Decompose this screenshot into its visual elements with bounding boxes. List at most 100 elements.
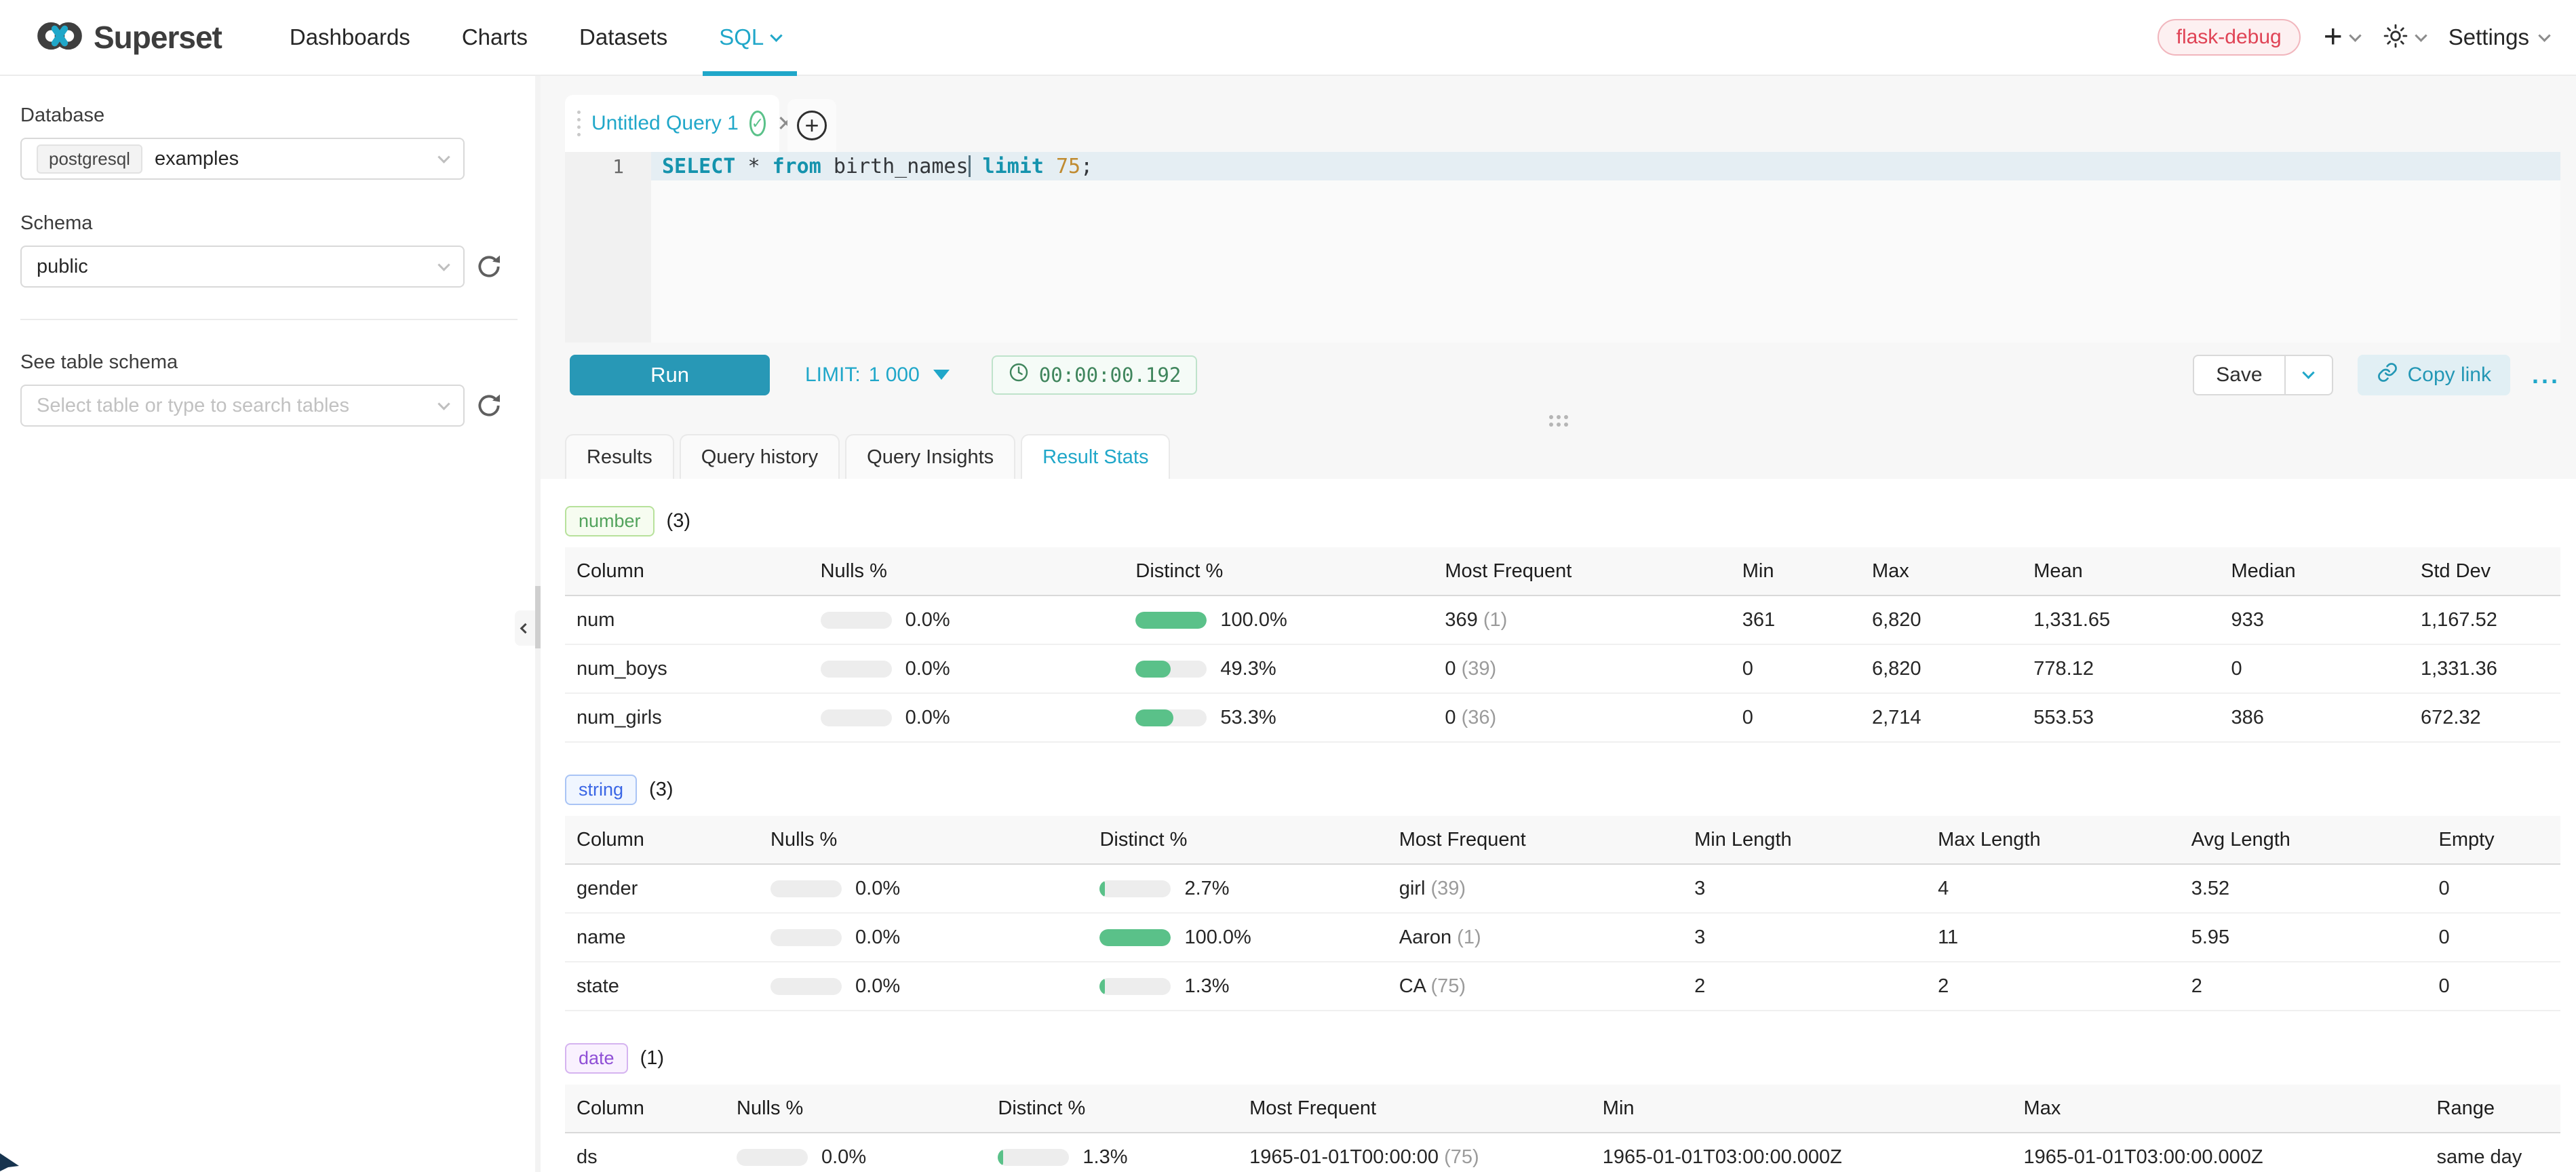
most-frequent-value: 369 [1445, 609, 1477, 631]
column-header-min: Min [1603, 1097, 2024, 1120]
nav-item-dashboards[interactable]: Dashboards [264, 0, 436, 75]
sun-icon [2383, 23, 2408, 52]
chevron-down-icon [437, 397, 450, 410]
value-cell: 3 [1694, 878, 1938, 900]
save-button[interactable]: Save [2194, 356, 2284, 394]
value-cell: same day [2437, 1146, 2560, 1169]
timer-value: 00:00:00.192 [1039, 364, 1182, 387]
column-count: (3) [667, 510, 690, 532]
most-frequent-value: CA [1399, 975, 1426, 997]
query-tab-strip: Untitled Query 1 ✓ ✕ + [541, 76, 2576, 152]
result-tab-results[interactable]: Results [565, 434, 674, 479]
section-header: date(1) [565, 1043, 2560, 1074]
progress-bar [821, 661, 892, 678]
nav-item-charts[interactable]: Charts [436, 0, 553, 75]
query-tab[interactable]: Untitled Query 1 ✓ ✕ [565, 95, 779, 152]
chevron-left-icon [520, 623, 530, 633]
refresh-tables-button[interactable] [475, 392, 503, 419]
theme-toggle-button[interactable] [2383, 23, 2425, 52]
value-cell: 11 [1938, 926, 2191, 949]
result-tab-query-insights[interactable]: Query Insights [845, 434, 1015, 479]
database-select[interactable]: postgresql examples [20, 138, 465, 180]
run-button[interactable]: Run [570, 355, 770, 395]
sql-token: SELECT [662, 155, 735, 178]
superset-logo-icon [35, 20, 84, 56]
query-success-icon: ✓ [749, 111, 766, 136]
splitter-grip-icon[interactable] [1549, 415, 1568, 427]
settings-menu[interactable]: Settings [2448, 24, 2549, 50]
distinct-cell: 49.3% [1135, 658, 1445, 680]
caret-down-icon [933, 370, 950, 380]
value-cell: 4 [1938, 878, 2191, 900]
superset-brand[interactable]: Superset [35, 0, 222, 75]
value-cell: 3.52 [2191, 878, 2439, 900]
value-cell: 1,167.52 [2421, 609, 2560, 631]
value-cell: 2 [1938, 975, 2191, 998]
value-cell: 1,331.36 [2421, 658, 2560, 680]
column-header-max: Max [1872, 560, 2033, 583]
table-select[interactable]: Select table or type to search tables [20, 385, 465, 427]
progress-bar [1099, 978, 1171, 995]
percent-label: 2.7% [1184, 878, 1229, 900]
code-pane[interactable]: SELECT * from birth_names limit 75; [651, 152, 2560, 343]
schema-select[interactable]: public [20, 246, 465, 288]
distinct-cell: 2.7% [1099, 878, 1399, 900]
table-row: num_boys0.0%49.3%0 (39)06,820778.1201,33… [565, 645, 2560, 694]
percent-label: 1.3% [1082, 1146, 1127, 1169]
collapse-sidebar-button[interactable] [515, 610, 535, 646]
mouse-cursor [0, 1147, 22, 1172]
column-name: name [565, 926, 770, 949]
progress-fill [1135, 709, 1173, 726]
percent-label: 0.0% [855, 975, 900, 998]
column-header-std-dev: Std Dev [2421, 560, 2560, 583]
drag-handle-icon[interactable] [577, 111, 581, 136]
new-item-button[interactable]: + [2324, 21, 2360, 54]
most-frequent-count: (75) [1425, 975, 1466, 997]
copy-link-button[interactable]: Copy link [2358, 355, 2510, 395]
result-tab-result-stats[interactable]: Result Stats [1021, 434, 1170, 479]
more-actions-button[interactable]: ... [2532, 368, 2560, 382]
column-header-min-length: Min Length [1694, 829, 1938, 851]
chevron-down-icon [437, 258, 450, 271]
nav-item-datasets[interactable]: Datasets [553, 0, 693, 75]
save-split-button[interactable]: Save [2193, 355, 2333, 395]
nav-item-sql[interactable]: SQL [693, 0, 806, 75]
value-cell: 778.12 [2033, 658, 2231, 680]
save-options-button[interactable] [2284, 356, 2332, 394]
sql-token [1044, 155, 1056, 178]
limit-dropdown[interactable]: LIMIT: 1 000 [805, 364, 950, 387]
plus-circle-icon: + [797, 111, 827, 140]
distinct-cell: 100.0% [1099, 926, 1399, 949]
percent-label: 0.0% [905, 707, 950, 729]
sql-token: from [773, 155, 821, 178]
most-frequent-cell: 1965-01-01T00:00:00 (75) [1249, 1146, 1603, 1169]
most-frequent-value: 1965-01-01T00:00:00 [1249, 1146, 1439, 1168]
value-cell: 386 [2231, 707, 2421, 729]
panel-gutter [535, 76, 541, 1172]
database-label: Database [20, 104, 518, 127]
chevron-down-icon [2415, 29, 2427, 41]
percent-label: 49.3% [1220, 658, 1276, 680]
chevron-down-icon [2302, 366, 2314, 378]
progress-fill [1099, 978, 1104, 995]
value-cell: 0 [2438, 975, 2560, 998]
pane-splitter[interactable] [541, 407, 2576, 434]
percent-label: 100.0% [1184, 926, 1251, 949]
nav-item-label: Charts [462, 24, 528, 50]
copy-link-label: Copy link [2408, 364, 2491, 387]
sql-code-line[interactable]: SELECT * from birth_names limit 75; [651, 152, 2560, 180]
stats-table-number: ColumnNulls %Distinct %Most FrequentMinM… [565, 547, 2560, 743]
column-header-min: Min [1742, 560, 1872, 583]
value-cell: 361 [1742, 609, 1872, 631]
most-frequent-cell: girl (39) [1399, 878, 1694, 900]
add-query-tab-button[interactable]: + [787, 99, 836, 152]
sql-editor[interactable]: 1 SELECT * from birth_names limit 75; [565, 152, 2560, 343]
refresh-schemas-button[interactable] [475, 253, 503, 280]
scrollbar-thumb[interactable] [535, 586, 541, 648]
type-badge-string: string [565, 775, 637, 805]
most-frequent-count: (36) [1456, 707, 1497, 728]
value-cell: 2 [1694, 975, 1938, 998]
column-count: (3) [649, 779, 673, 801]
body-row: Database postgresql examples Schema publ… [0, 76, 2576, 1172]
result-tab-query-history[interactable]: Query history [680, 434, 840, 479]
